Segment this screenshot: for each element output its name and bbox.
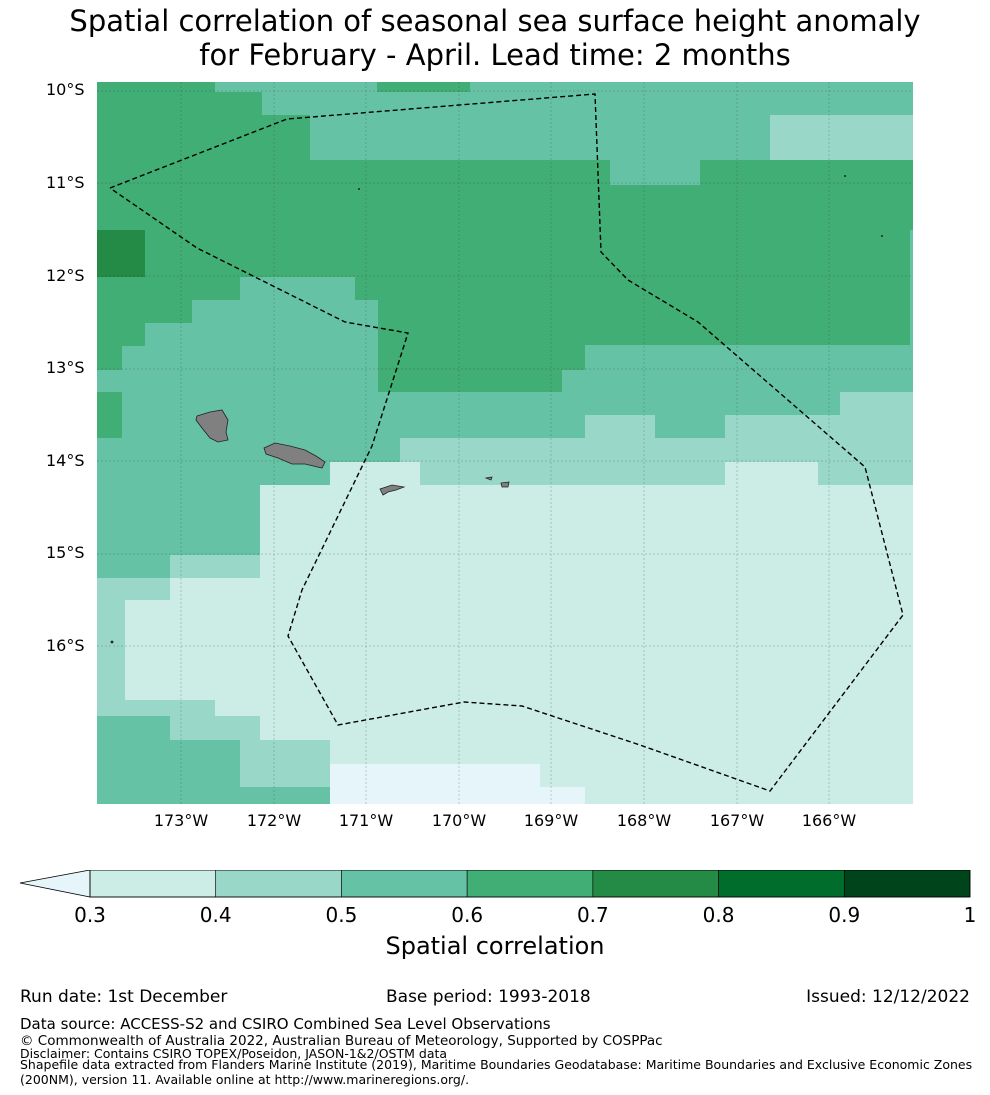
lon-label-172w: 172°W: [246, 811, 302, 830]
colorbar-label: Spatial correlation: [385, 932, 605, 960]
island-tau: [500, 481, 510, 488]
map-panel: 10°S 11°S 12°S 13°S 14°S 15°S 16°S 173°W…: [46, 80, 913, 830]
lon-label-171w: 171°W: [338, 811, 394, 830]
lon-label-166w: 166°W: [801, 811, 857, 830]
lat-label-11s: 11°S: [46, 173, 85, 192]
lat-label-15s: 15°S: [46, 543, 85, 562]
islet-2: [844, 175, 846, 177]
colorbar-segment-0.8: [718, 870, 845, 898]
colorbar-segment-0.4: [215, 870, 342, 898]
islet-1: [358, 188, 360, 190]
colorbar-tick-0.4: 0.4: [199, 903, 232, 927]
lat-label-14s: 14°S: [46, 451, 85, 470]
eez-boundary: [109, 93, 904, 792]
band-0.6-west: [97, 392, 122, 438]
gridlines: [97, 82, 913, 804]
lat-label-10s: 10°S: [46, 80, 85, 99]
colorbar-tick-0.9: 0.9: [828, 903, 861, 927]
colorbar: 0.3 0.4 0.5 0.6 0.7 0.8 0.9 1: [0, 860, 990, 960]
colorbar-segment-0.6: [466, 870, 594, 898]
lon-label-169w: 169°W: [523, 811, 579, 830]
lon-label-168w: 168°W: [616, 811, 672, 830]
colorbar-under-arrow: [19, 870, 91, 898]
title-line-2: for February - April. Lead time: 2 month…: [199, 38, 791, 72]
islet-4: [110, 640, 114, 644]
island-ofu: [484, 476, 493, 481]
lat-label-16s: 16°S: [46, 636, 85, 655]
colorbar-tick-0.6: 0.6: [451, 903, 484, 927]
colorbar-segment-0.7: [592, 870, 719, 898]
colorbar-segment-0.9: [843, 870, 971, 898]
title-line-1: Spatial correlation of seasonal sea surf…: [69, 4, 921, 38]
colorbar-tick-0.5: 0.5: [325, 903, 358, 927]
island-tutuila: [379, 484, 406, 496]
base-period: Base period: 1993-2018: [386, 987, 591, 1007]
band-0.7: [97, 230, 145, 277]
band-0.6-top: [377, 82, 470, 92]
copyright: © Commonwealth of Australia 2022, Austra…: [20, 1033, 663, 1049]
colorbar-outline: [89, 870, 971, 898]
issued-date: Issued: 12/12/2022: [806, 987, 970, 1007]
colorbar-segment-0.3: [89, 870, 217, 898]
colorbar-tick-0.8: 0.8: [702, 903, 735, 927]
island-savaii: [195, 409, 229, 443]
colorbar-tick-0.3: 0.3: [74, 903, 106, 927]
colorbar-svg: [19, 870, 971, 898]
lon-label-170w: 170°W: [431, 811, 487, 830]
run-date: Run date: 1st December: [20, 987, 228, 1007]
island-upolu: [263, 442, 326, 469]
colorbar-segment-0.5: [341, 870, 468, 898]
chart-title: Spatial correlation of seasonal sea surf…: [0, 4, 990, 72]
shapefile-line-1: Shapefile data extracted from Flanders M…: [20, 1057, 973, 1072]
lat-label-13s: 13°S: [46, 358, 85, 377]
lon-label-167w: 167°W: [709, 811, 765, 830]
colorbar-tick-1: 1: [963, 903, 977, 927]
lat-label-12s: 12°S: [46, 266, 85, 285]
band-0.6: [97, 82, 913, 392]
colorbar-tick-0.7: 0.7: [576, 903, 609, 927]
data-source: Data source: ACCESS-S2 and CSIRO Combine…: [20, 1015, 551, 1033]
shapefile-line-2: (200NM), version 11. Available online at…: [20, 1072, 470, 1087]
disclaimer: Disclaimer: Contains CSIRO TOPEX/Poseido…: [20, 1046, 448, 1061]
islet-3: [881, 235, 883, 237]
band-0.5-south: [97, 716, 330, 804]
lon-label-173w: 173°W: [153, 811, 209, 830]
map-svg: [97, 82, 913, 804]
